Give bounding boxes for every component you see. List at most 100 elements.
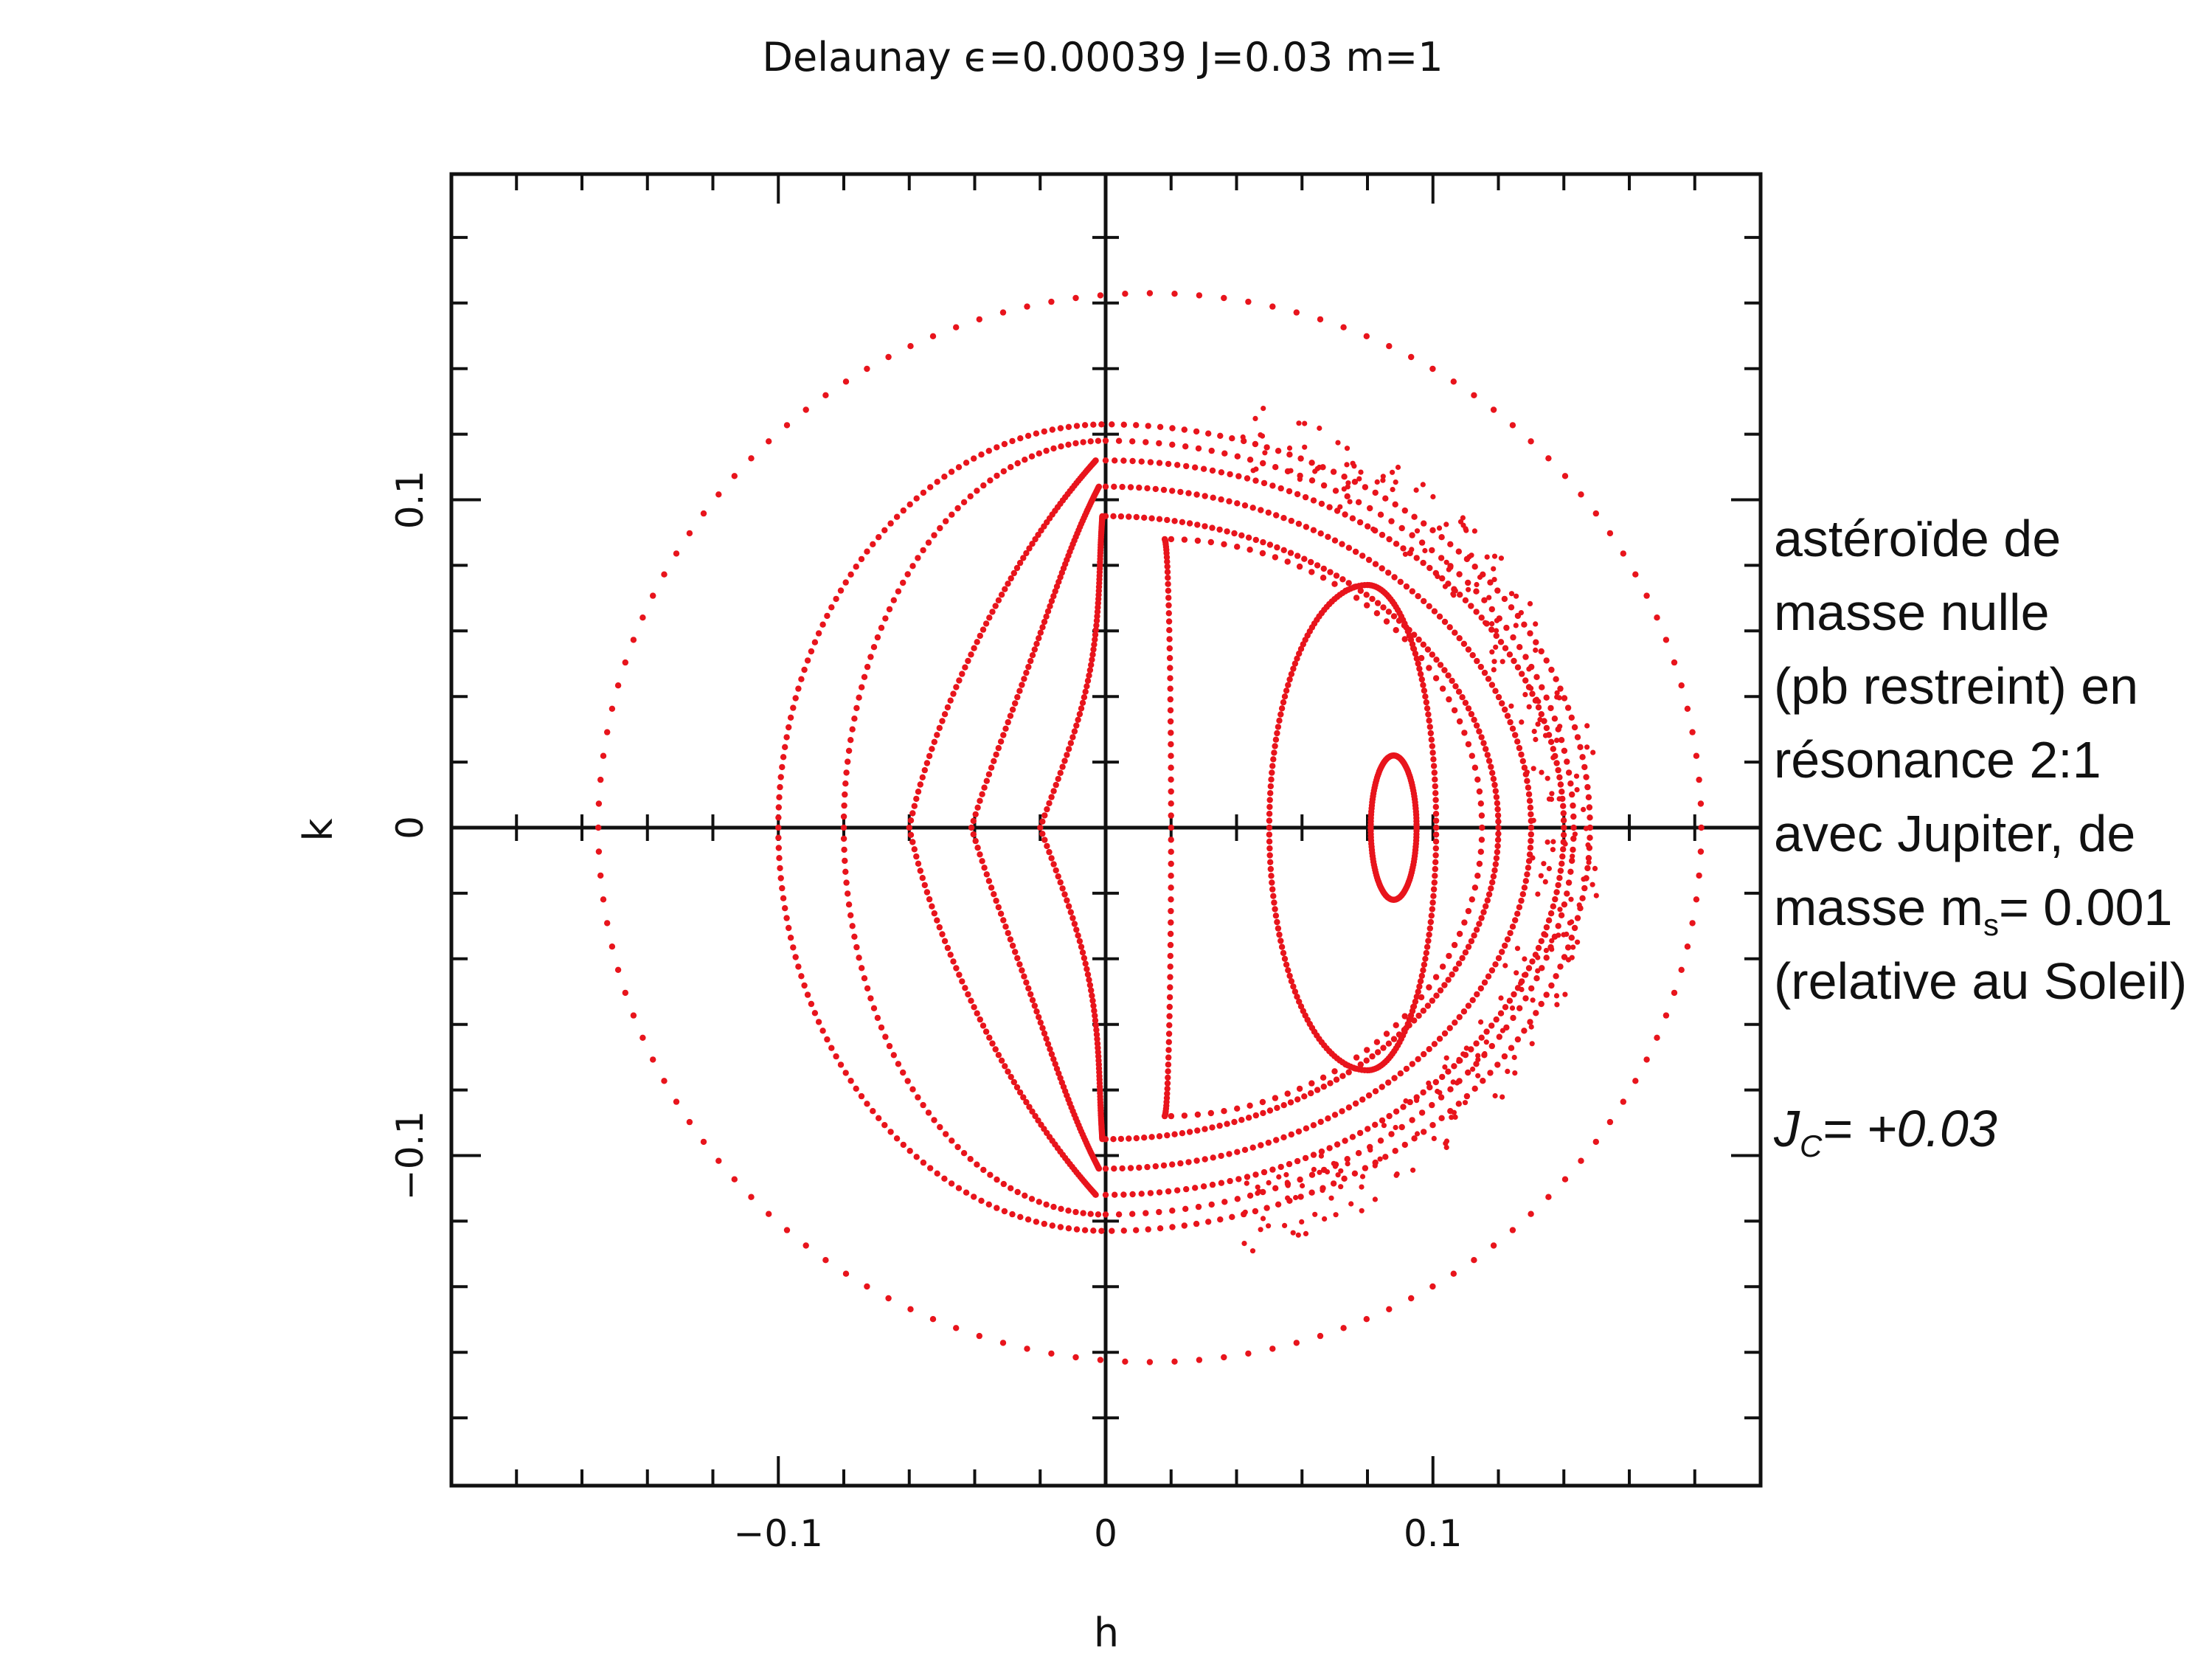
data-point <box>1424 705 1431 712</box>
data-point <box>1012 949 1019 955</box>
data-point <box>1284 558 1291 565</box>
data-point <box>1272 743 1278 749</box>
data-point <box>1314 465 1320 471</box>
data-point <box>1169 488 1176 494</box>
data-point <box>1570 944 1576 950</box>
data-point <box>1277 1163 1284 1171</box>
data-point <box>1671 989 1678 997</box>
data-point <box>956 971 963 978</box>
data-point <box>1478 1019 1484 1025</box>
data-point <box>1393 541 1400 547</box>
data-point <box>1168 873 1174 879</box>
data-point <box>1413 487 1419 493</box>
data-point <box>1587 834 1593 841</box>
data-series <box>595 290 1705 1365</box>
data-point <box>1560 817 1567 824</box>
data-point <box>1303 1125 1310 1132</box>
data-point <box>1436 525 1443 531</box>
data-point <box>1041 428 1048 435</box>
data-point <box>881 527 888 533</box>
data-point <box>1380 474 1386 479</box>
data-point <box>1288 517 1295 524</box>
data-point <box>1528 985 1535 992</box>
data-point <box>1277 938 1284 944</box>
data-point <box>1089 651 1096 658</box>
data-point <box>1033 430 1040 437</box>
data-point <box>1487 1070 1494 1076</box>
data-point <box>1086 672 1092 679</box>
data-point <box>604 920 611 927</box>
data-point <box>1277 711 1284 718</box>
data-point <box>1266 845 1273 852</box>
data-point <box>1481 597 1488 603</box>
annotation-line-4: résonance 2:1 <box>1774 731 2101 789</box>
data-point <box>1335 440 1341 446</box>
data-point <box>981 784 988 791</box>
data-point <box>1165 1031 1173 1037</box>
data-point <box>1143 439 1149 446</box>
data-point <box>1196 1357 1203 1363</box>
data-point <box>1036 635 1042 642</box>
data-point <box>1463 1092 1471 1100</box>
data-point <box>673 1098 680 1105</box>
data-point <box>1048 298 1055 305</box>
x-axis-label: h <box>1094 1610 1119 1656</box>
data-point <box>1388 518 1395 524</box>
data-point <box>715 491 722 498</box>
data-point <box>1432 1078 1440 1086</box>
data-point <box>1165 618 1173 625</box>
data-point <box>783 734 790 741</box>
data-point <box>1427 730 1435 737</box>
data-point <box>1403 1065 1410 1073</box>
data-point <box>1574 787 1580 793</box>
data-point <box>1501 595 1508 603</box>
data-point <box>853 1085 859 1092</box>
data-point <box>1320 482 1328 489</box>
data-point <box>1476 788 1483 795</box>
data-point <box>1144 1163 1151 1171</box>
data-point <box>801 982 808 989</box>
data-point <box>1280 1134 1287 1141</box>
data-point <box>1567 780 1574 787</box>
data-point <box>1092 631 1099 638</box>
data-point <box>1020 555 1027 561</box>
data-point <box>950 958 957 965</box>
data-point <box>1095 1211 1102 1218</box>
data-point <box>1283 961 1290 968</box>
data-point <box>1317 1118 1324 1126</box>
data-point <box>802 1242 809 1249</box>
data-point <box>1273 1137 1280 1143</box>
data-point <box>1129 438 1136 445</box>
data-point <box>1266 1223 1272 1229</box>
data-point <box>1539 684 1545 690</box>
data-point <box>1356 1129 1364 1137</box>
data-point <box>1514 910 1521 917</box>
data-point <box>1133 1135 1140 1142</box>
data-point <box>639 614 646 621</box>
data-point <box>609 705 616 712</box>
data-point <box>1302 444 1308 450</box>
data-point <box>1369 1053 1376 1060</box>
data-point <box>1505 1068 1511 1074</box>
data-point <box>953 684 960 690</box>
data-point <box>979 791 985 797</box>
data-point <box>1001 1208 1008 1215</box>
data-point <box>1678 682 1685 689</box>
data-point <box>1538 1000 1544 1008</box>
data-point <box>1583 825 1589 831</box>
data-point <box>1064 897 1070 904</box>
data-point <box>1218 1180 1225 1186</box>
data-point <box>1327 569 1334 575</box>
data-point <box>1029 541 1036 547</box>
data-point <box>1527 804 1534 811</box>
data-point <box>1365 1126 1371 1132</box>
data-point <box>1269 482 1276 489</box>
data-point <box>1182 443 1189 450</box>
data-point <box>833 595 839 603</box>
data-point <box>1527 845 1534 851</box>
data-point <box>1344 446 1351 451</box>
data-point <box>1519 671 1525 677</box>
data-point <box>1521 764 1528 771</box>
data-point <box>1474 581 1480 588</box>
data-point <box>1285 682 1292 688</box>
